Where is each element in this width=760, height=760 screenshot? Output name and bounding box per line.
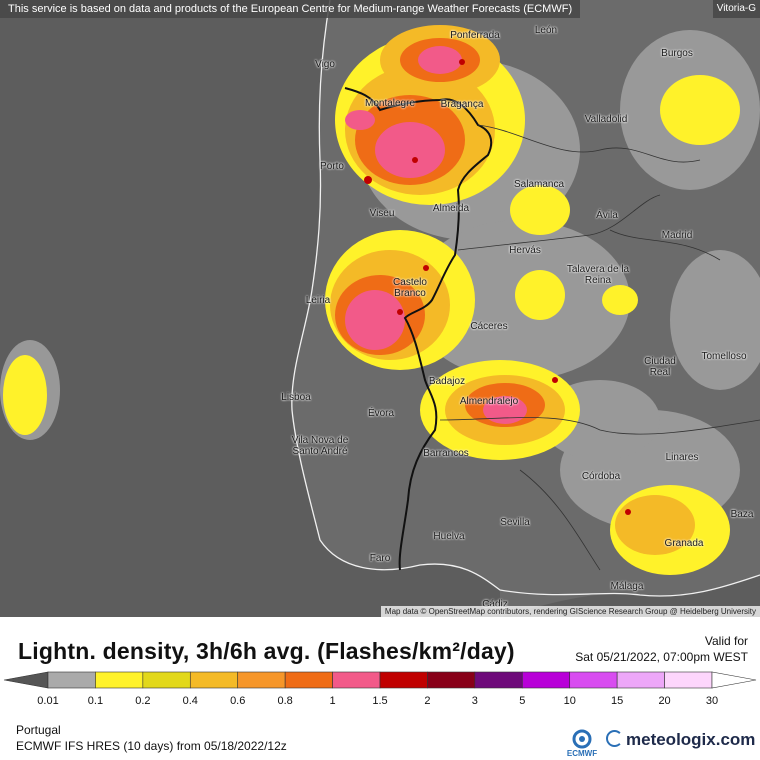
city-label: Vila Nova de Santo André	[291, 435, 349, 457]
legend-swatch	[379, 671, 428, 689]
city-label: Porto	[320, 161, 344, 172]
city-label: Tomelloso	[701, 351, 747, 362]
forecast-map[interactable]: This service is based on data and produc…	[0, 0, 760, 617]
city-label: Valladolid	[584, 114, 628, 125]
city-label: Ponferrada	[450, 30, 500, 41]
legend-swatch	[142, 671, 191, 689]
legend-tick-label: 0.01	[37, 695, 58, 707]
city-label: Montalegre	[364, 98, 416, 109]
legend-swatch	[427, 671, 476, 689]
city-label: Barrancos	[423, 448, 469, 459]
city-label: Hervás	[509, 245, 541, 256]
city-label: Córdoba	[581, 471, 621, 482]
legend-tick-label: 20	[658, 695, 670, 707]
city-label: Granada	[664, 538, 704, 549]
corner-city-label: Vitoria-G	[712, 0, 760, 18]
city-label: Ciudad Real	[644, 356, 676, 378]
legend-tick-label: 5	[519, 695, 525, 707]
city-label: Cádiz	[482, 599, 508, 610]
city-label: Évora	[367, 408, 395, 419]
map-title: Lightn. density, 3h/6h avg. (Flashes/km²…	[18, 638, 515, 664]
city-label: Madrid	[661, 230, 693, 241]
city-label: Almendralejo	[459, 396, 519, 407]
model-run-label: ECMWF IFS HRES (10 days) from 05/18/2022…	[16, 739, 287, 753]
ecmwf-notice: This service is based on data and produc…	[0, 0, 581, 18]
legend-swatch	[332, 671, 381, 689]
map-canvas	[0, 0, 760, 617]
city-label: Castelo Branco	[393, 277, 427, 299]
city-label: Leiria	[305, 295, 331, 306]
ecmwf-logo-text: ECMWF	[567, 749, 597, 758]
city-label: León	[534, 25, 558, 36]
region-label: Portugal	[16, 723, 61, 737]
legend-swatch	[237, 671, 286, 689]
legend-tick-label: 30	[706, 695, 718, 707]
color-legend: 0.01 0.1 0.2 0.4 0.6 0.8 1 1.5 2 3 5 10 15 20 30	[3, 671, 757, 707]
legend-tick-label: 1	[330, 695, 336, 707]
legend-swatch	[47, 671, 96, 689]
valid-time: Sat 05/21/2022, 07:00pm WEST	[575, 650, 748, 664]
legend-swatch	[95, 671, 144, 689]
legend-swatch	[474, 671, 523, 689]
legend-swatch	[616, 671, 665, 689]
legend-swatch	[569, 671, 618, 689]
city-label: Faro	[369, 553, 391, 564]
city-label: Lisboa	[281, 392, 311, 403]
ecmwf-logo-icon: ECMWF	[567, 729, 597, 758]
meteologix-brand-text: meteologix.com	[626, 730, 756, 749]
legend-tick-label: 10	[564, 695, 576, 707]
map-attribution[interactable]: Map data © OpenStreetMap contributors, r…	[380, 606, 760, 617]
city-label: Bragança	[440, 99, 484, 110]
city-label: Burgos	[661, 48, 693, 59]
legend-tick-label: 0.8	[277, 695, 292, 707]
legend-swatch	[284, 671, 333, 689]
city-label: Salamanca	[513, 179, 565, 190]
legend-tick-label: 0.1	[88, 695, 103, 707]
city-label: Badajoz	[428, 376, 466, 387]
city-label: Sevilla	[500, 517, 530, 528]
city-label: Ávila	[596, 210, 618, 221]
city-label: Baza	[730, 509, 754, 520]
city-label: Huelva	[433, 531, 465, 542]
legend-swatch	[521, 671, 571, 689]
legend-swatch	[189, 671, 239, 689]
legend-swatch	[664, 671, 713, 689]
legend-under-arrow	[3, 671, 49, 689]
city-label: Vigo	[315, 59, 335, 70]
legend-tick-label: 0.4	[183, 695, 198, 707]
city-label: Almeida	[432, 203, 470, 214]
city-label: Viseu	[369, 208, 395, 219]
meteologix-brand[interactable]: meteologix.com	[606, 730, 755, 750]
legend-tick-label: 0.2	[135, 695, 150, 707]
meteologix-logo-icon	[606, 730, 623, 747]
city-label: Talavera de la Reina	[566, 264, 630, 286]
valid-for-label: Valid for	[704, 634, 748, 648]
legend-tick-label: 2	[424, 695, 430, 707]
legend-tick-label: 0.6	[230, 695, 245, 707]
legend-tick-label: 1.5	[372, 695, 387, 707]
city-label: Cáceres	[470, 321, 508, 332]
legend-tick-label: 15	[611, 695, 623, 707]
city-label: Málaga	[610, 581, 644, 592]
legend-tick-label: 3	[472, 695, 478, 707]
city-label: Linares	[665, 452, 699, 463]
legend-over-arrow	[711, 671, 757, 689]
